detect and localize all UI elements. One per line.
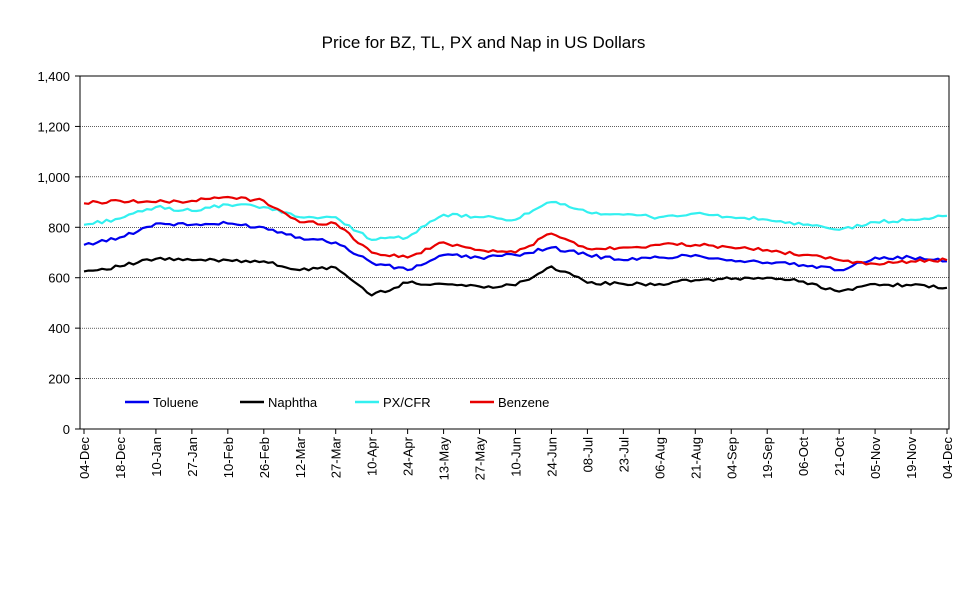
y-tick-label: 400: [48, 321, 70, 336]
legend-label-benzene: Benzene: [498, 395, 549, 410]
y-tick-label: 0: [63, 422, 70, 437]
x-tick-label: 21-Oct: [832, 437, 847, 476]
x-tick-label: 27-Mar: [329, 436, 344, 478]
y-tick-label: 800: [48, 220, 70, 235]
y-tick-label: 600: [48, 271, 70, 286]
gridlines: [80, 75, 949, 379]
legend-label-toluene: Toluene: [153, 395, 199, 410]
x-tick-label: 05-Nov: [868, 437, 883, 479]
x-tick-label: 19-Sep: [760, 437, 775, 479]
x-tick-label: 08-Jul: [580, 437, 595, 473]
x-tick-label: 10-Jan: [149, 437, 164, 477]
legend: Toluene Naphtha PX/CFR Benzene: [125, 395, 549, 410]
y-tick-label: 1,200: [37, 119, 70, 134]
legend-label-naphtha: Naphtha: [268, 395, 318, 410]
x-tick-label: 19-Nov: [904, 437, 919, 479]
x-tick-label: 21-Aug: [688, 437, 703, 479]
x-tick-label: 27-Jan: [185, 437, 200, 477]
plot-area-border: [79, 75, 950, 430]
x-tick-label: 26-Feb: [257, 437, 272, 478]
x-tick-label: 04-Sep: [724, 437, 739, 479]
y-tick-label: 1,000: [37, 170, 70, 185]
series-line-benzene: [83, 195, 948, 266]
series-line-toluene: [83, 220, 948, 272]
x-tick-label: 06-Aug: [652, 437, 667, 479]
series-lines: [83, 195, 948, 297]
x-tick-label: 04-Dec: [940, 437, 955, 479]
x-tick-label: 24-Jun: [544, 437, 559, 477]
x-tick-label: 10-Apr: [365, 436, 380, 476]
chart-title: Price for BZ, TL, PX and Nap in US Dolla…: [321, 33, 646, 52]
x-axis: 04-Dec 18-Dec 10-Jan 27-Jan 10-Feb 26-Feb 12-M…: [77, 429, 955, 480]
legend-label-px-cfr: PX/CFR: [383, 395, 431, 410]
x-tick-label: 27-May: [473, 437, 488, 481]
x-tick-label: 04-Dec: [77, 437, 92, 479]
x-tick-label: 12-Mar: [293, 436, 308, 478]
x-tick-label: 18-Dec: [113, 437, 128, 479]
x-tick-label: 24-Apr: [401, 436, 416, 476]
x-tick-label: 06-Oct: [796, 437, 811, 476]
x-tick-label: 23-Jul: [616, 437, 631, 473]
series-line-px-cfr: [83, 200, 948, 241]
y-tick-label: 1,400: [37, 69, 70, 84]
series-line-naphtha: [83, 256, 948, 297]
x-tick-label: 10-Jun: [509, 437, 524, 477]
y-axis: 0 200 400 600 800 1,000 1,200 1,400: [37, 69, 80, 437]
x-tick-label: 10-Feb: [221, 437, 236, 478]
x-tick-label: 13-May: [437, 437, 452, 481]
y-tick-label: 200: [48, 372, 70, 387]
